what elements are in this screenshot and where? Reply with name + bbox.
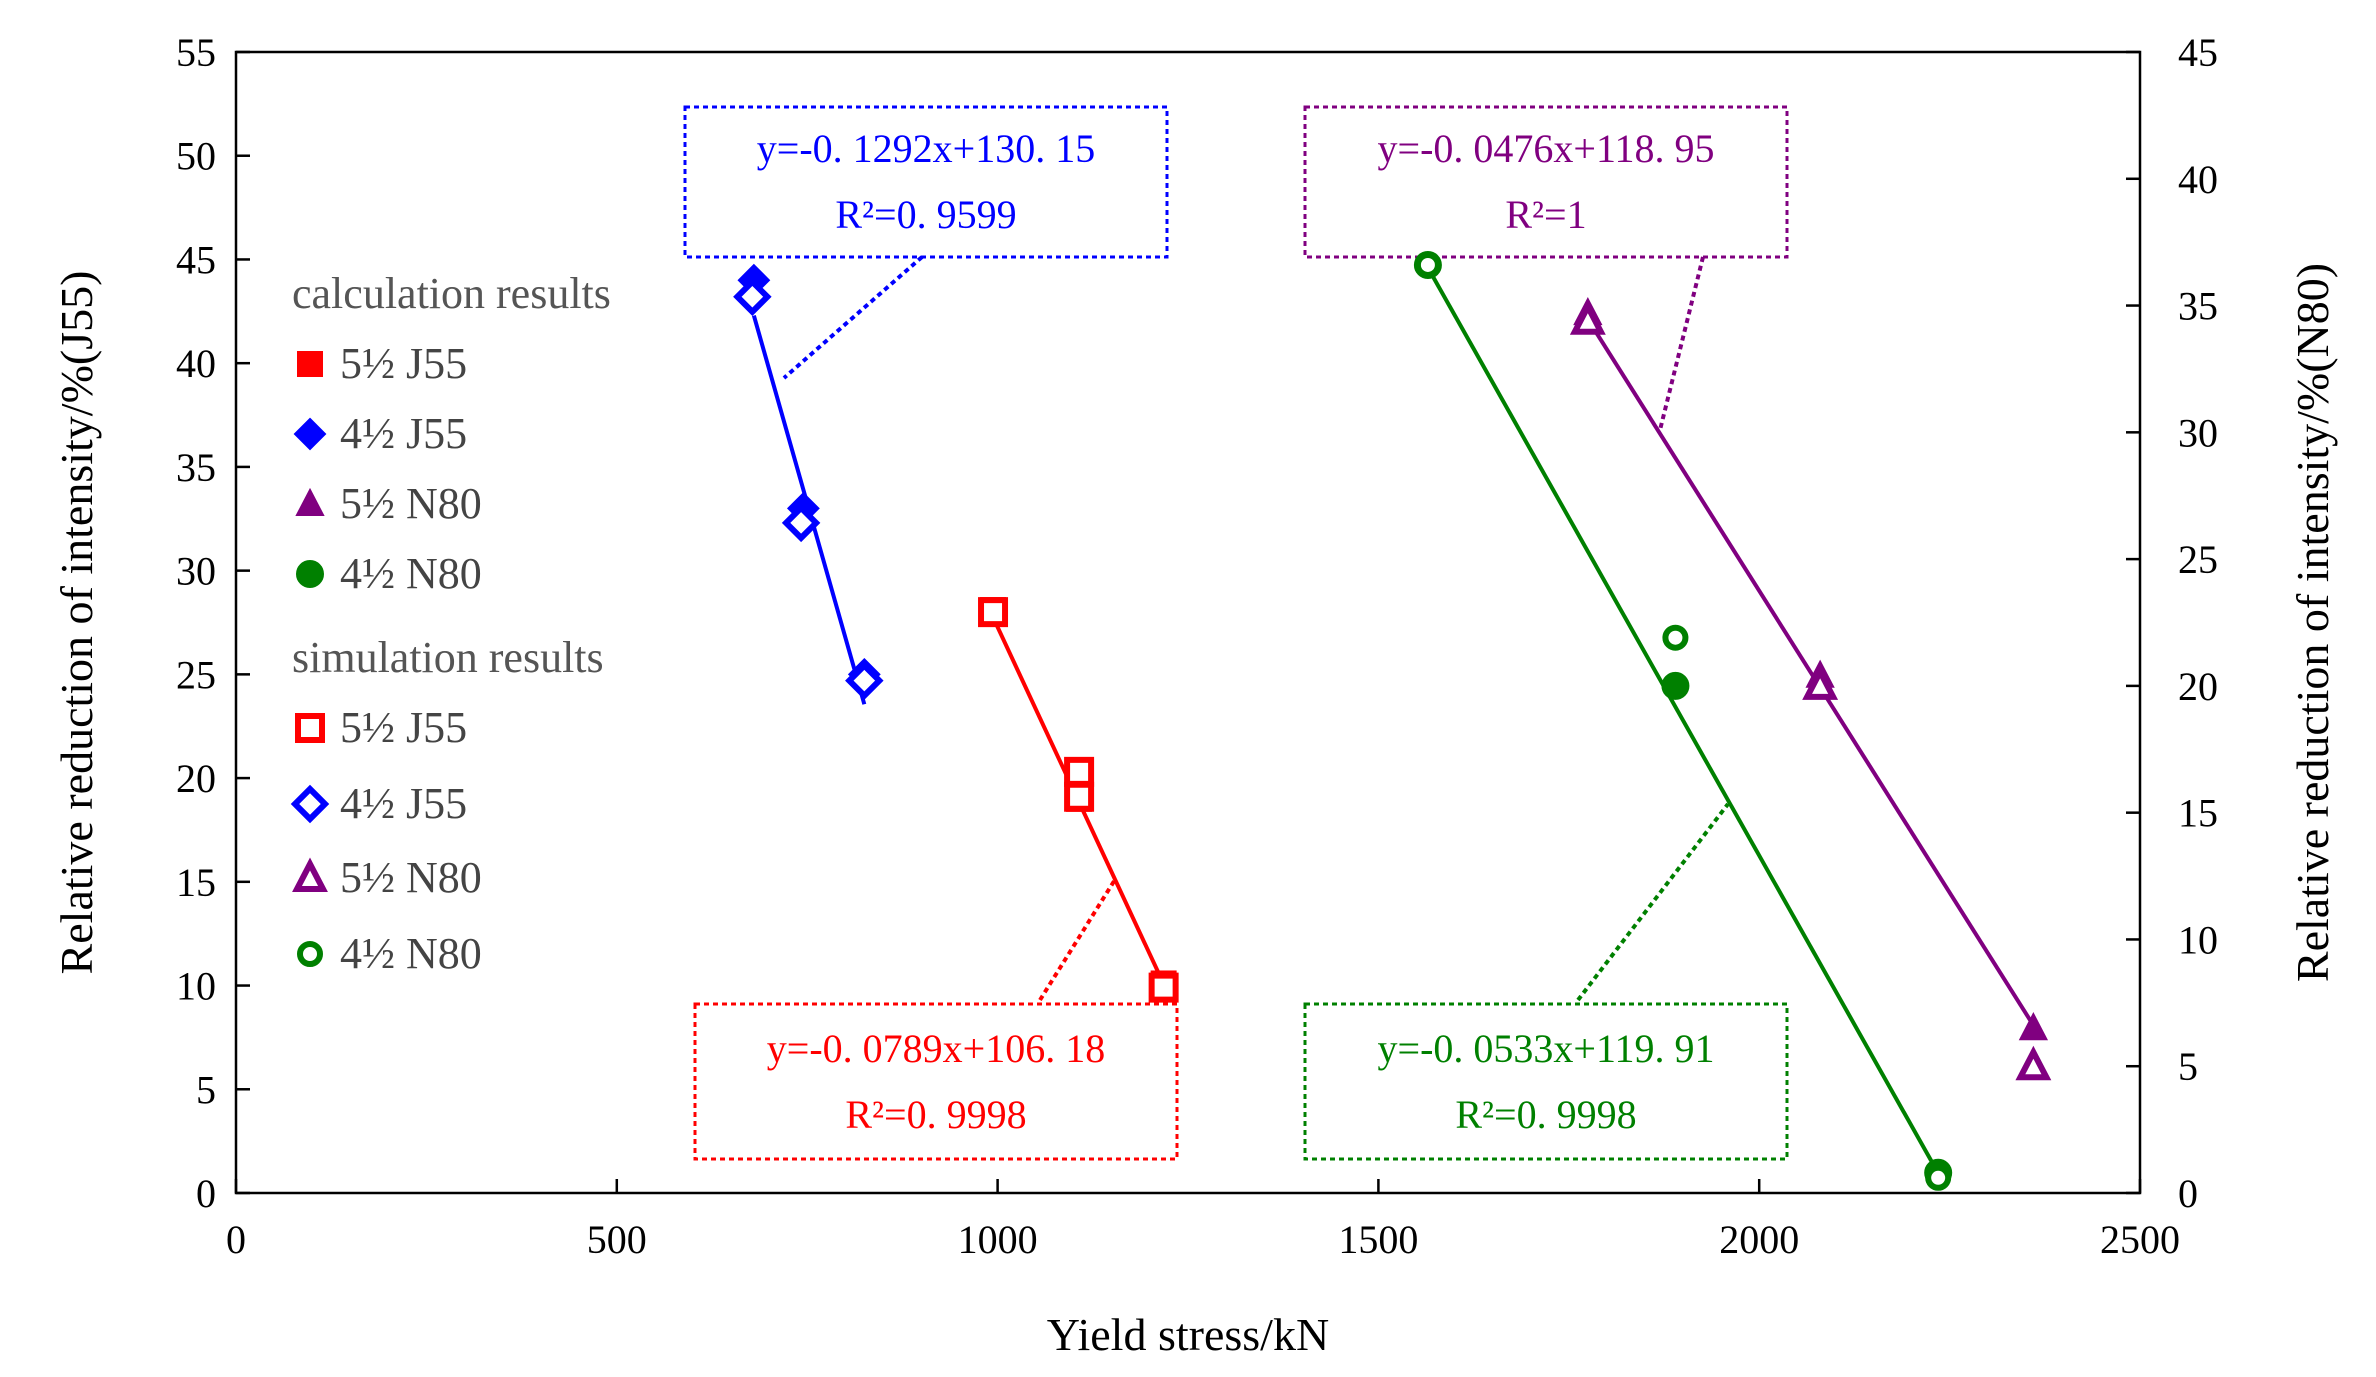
y-right-tick-label: 45 (2178, 30, 2218, 75)
y-right-tick-label: 35 (2178, 284, 2218, 329)
sim-point (2015, 1045, 2052, 1081)
equation-text-3: y=-0. 0533x+119. 91 (1378, 1026, 1715, 1071)
x-tick-label: 1000 (958, 1217, 1038, 1262)
calc-point (1661, 671, 1690, 700)
y-left-tick-label: 0 (196, 1171, 216, 1216)
y-left-tick-label: 10 (176, 964, 216, 1009)
legend-calc-marker (296, 560, 324, 588)
y-left-tick-label: 20 (176, 756, 216, 801)
legend-calc-marker (293, 417, 327, 451)
legend-calc-item: 4½ N80 (340, 549, 482, 598)
equation-boxes: y=-0. 0789x+106. 18 R²=0. 9998 y=-0. 1292x… (683, 105, 1789, 1161)
sim-point (781, 503, 821, 543)
r2-text-0: R²=0. 9998 (845, 1092, 1026, 1137)
calc-point (2018, 1012, 2049, 1041)
x-tick-label: 2000 (1719, 1217, 1799, 1262)
legend-calc-item: 4½ J55 (340, 409, 467, 458)
y-left-tick-label: 35 (176, 445, 216, 490)
sim-point (1148, 972, 1179, 1003)
y-left-axis-label: Relative reduction of intensity/%(J55) (51, 271, 102, 975)
x-tick-label: 2500 (2100, 1217, 2180, 1262)
x-tick-label: 1500 (1338, 1217, 1418, 1262)
fit-line-2 (1586, 318, 2036, 1027)
sim-point (1064, 781, 1095, 812)
y-left-tick-label: 40 (176, 341, 216, 386)
legend-sim-header: simulation results (292, 633, 604, 682)
x-tick-label: 500 (587, 1217, 647, 1262)
y-right-tick-label: 20 (2178, 664, 2218, 709)
equation-leader-3 (1576, 802, 1730, 1002)
y-right-tick-label: 30 (2178, 410, 2218, 455)
legend: calculation results 5½ J55 4½ J55 5½ N80 4½ … (290, 269, 611, 978)
y-left-tick-label: 5 (196, 1067, 216, 1112)
legend-sim-item: 5½ N80 (340, 853, 482, 902)
r2-text-3: R²=0. 9998 (1455, 1092, 1636, 1137)
y-left-tick-label: 25 (176, 652, 216, 697)
y-right-tick-label: 5 (2178, 1044, 2198, 1089)
y-right-tick-label: 40 (2178, 157, 2218, 202)
legend-sim-marker (290, 784, 330, 824)
sim-point (978, 597, 1009, 628)
sim-point (1662, 624, 1689, 651)
fit-line-3 (1426, 266, 1940, 1175)
r2-text-2: R²=1 (1505, 192, 1586, 237)
equation-leader-2 (1658, 256, 1705, 431)
y-left-tick-label: 45 (176, 237, 216, 282)
legend-sim-marker (295, 713, 325, 743)
sim-point (845, 661, 884, 700)
y-left-tick-label: 55 (176, 30, 216, 75)
sim-point (1802, 665, 1839, 700)
sim-point (1925, 1164, 1952, 1191)
legend-sim-item: 5½ J55 (340, 703, 467, 752)
y-left-tick-label: 15 (176, 860, 216, 905)
data-points (733, 250, 2052, 1191)
y-right-tick-label: 0 (2178, 1171, 2198, 1216)
plot-frame (234, 50, 2142, 1195)
sim-point (1064, 756, 1095, 787)
y-left-tick-label: 50 (176, 134, 216, 179)
equation-text-2: y=-0. 0476x+118. 95 (1378, 126, 1715, 171)
y-right-tick-label: 15 (2178, 791, 2218, 836)
equation-box-1 (683, 105, 1169, 259)
equation-box-3 (1303, 1002, 1789, 1161)
legend-sim-marker (297, 941, 323, 967)
equation-text-0: y=-0. 0789x+106. 18 (767, 1026, 1105, 1071)
legend-sim-item: 4½ J55 (340, 779, 467, 828)
equation-text-1: y=-0. 1292x+130. 15 (757, 126, 1095, 171)
x-tick-label: 0 (226, 1217, 246, 1262)
y-right-axis-label: Relative reduction of intensity/%(N80) (2287, 263, 2338, 982)
y-left-tick-label: 30 (176, 549, 216, 594)
equation-leader-1 (782, 255, 924, 380)
equation-leader-0 (1038, 876, 1118, 1002)
sim-point (1569, 300, 1606, 335)
axes: 0 500 1000 1500 2000 250005101520253035404550… (51, 30, 2338, 1360)
legend-calc-header: calculation results (292, 269, 611, 318)
sim-point (733, 277, 772, 317)
legend-calc-item: 5½ J55 (340, 339, 467, 388)
r2-text-1: R²=0. 9599 (835, 192, 1016, 237)
equation-box-2 (1303, 105, 1789, 259)
legend-calc-marker (297, 351, 323, 377)
x-axis-label: Yield stress/kN (1047, 1309, 1329, 1360)
legend-calc-marker (295, 487, 325, 516)
y-right-tick-label: 10 (2178, 917, 2218, 962)
equation-box-0 (693, 1002, 1179, 1161)
legend-sim-marker (292, 857, 328, 892)
sim-point (1414, 251, 1441, 278)
legend-calc-item: 5½ N80 (340, 479, 482, 528)
y-right-tick-label: 25 (2178, 537, 2218, 582)
legend-sim-item: 4½ N80 (340, 929, 482, 978)
